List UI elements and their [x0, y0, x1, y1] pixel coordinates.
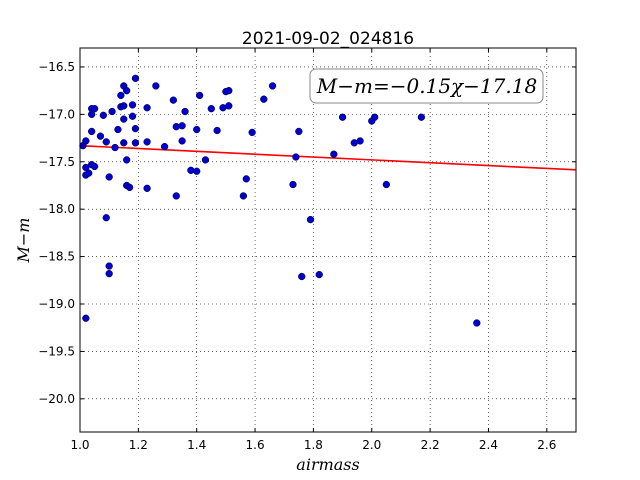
data-point: [289, 180, 297, 189]
data-point: [131, 74, 140, 82]
data-point: [143, 104, 151, 112]
y-tick-label: −17.0: [38, 107, 75, 121]
data-point: [120, 115, 128, 123]
data-point: [268, 82, 277, 90]
legend-box: M−m=−0.15χ−17.18: [309, 68, 544, 104]
data-point: [248, 128, 256, 137]
x-tick-label: 1.2: [129, 438, 148, 452]
data-point: [306, 215, 315, 224]
data-point: [123, 87, 131, 95]
data-point: [298, 272, 306, 281]
data-point: [330, 150, 338, 158]
y-axis-ticks: −16.5 −17.0 −17.5 −18.0 −18.5 −19.0 −19.5 −20.0: [38, 60, 576, 406]
data-point: [102, 214, 110, 222]
data-point: [178, 122, 186, 130]
data-point: [105, 262, 113, 270]
y-axis-label: M−m: [14, 218, 33, 264]
y-tick-label: −19.5: [38, 344, 75, 358]
data-point: [195, 91, 204, 100]
data-point: [225, 87, 233, 95]
data-point: [178, 137, 186, 145]
data-point: [82, 163, 90, 172]
data-point: [225, 102, 233, 110]
data-point: [160, 142, 169, 151]
x-tick-label: 2.2: [421, 438, 440, 452]
y-tick-label: −19.0: [38, 297, 75, 311]
x-axis-label: airmass: [296, 455, 359, 474]
data-point: [99, 111, 107, 119]
data-point: [260, 95, 268, 103]
data-point: [417, 113, 426, 121]
y-tick-label: −17.5: [38, 155, 75, 169]
data-point: [356, 137, 364, 145]
data-point: [117, 91, 125, 100]
data-point: [96, 132, 105, 140]
fit-line: [82, 145, 577, 171]
data-point: [143, 184, 151, 192]
x-axis-ticks: 1.0 1.2 1.4 1.6 1.8 2.0 2.2 2.4 2.6: [70, 48, 556, 452]
data-point: [382, 180, 391, 189]
data-point: [114, 125, 122, 134]
data-point: [371, 113, 379, 121]
data-point: [82, 137, 90, 145]
data-point: [207, 105, 215, 113]
legend-frame: [309, 68, 544, 104]
plot-frame: [79, 47, 577, 433]
x-tick-label: 1.0: [70, 438, 89, 452]
data-point: [193, 125, 201, 134]
data-point: [131, 124, 140, 133]
x-tick-label: 1.4: [187, 438, 206, 452]
data-point: [152, 82, 160, 90]
data-point: [90, 162, 99, 171]
data-point: [315, 270, 323, 279]
data-point: [105, 270, 113, 278]
data-point: [169, 96, 178, 104]
data-point: [292, 153, 300, 161]
data-point: [82, 314, 90, 322]
data-point: [128, 112, 137, 120]
data-point: [102, 138, 110, 146]
data-point: [473, 319, 481, 327]
x-tick-label: 2.6: [537, 438, 556, 452]
fit-equation-label: M−m=−0.15χ−17.18: [316, 74, 537, 98]
data-point: [108, 107, 116, 116]
data-point: [123, 156, 131, 164]
x-tick-label: 2.0: [362, 438, 381, 452]
data-point: [128, 101, 137, 109]
data-point: [111, 143, 119, 152]
data-point: [213, 126, 221, 135]
data-point: [239, 192, 248, 200]
data-point: [143, 138, 151, 146]
data-point: [125, 183, 134, 192]
data-point: [90, 105, 99, 113]
y-tick-label: −16.5: [38, 60, 75, 74]
y-tick-label: −18.0: [38, 202, 75, 216]
data-point: [201, 156, 210, 164]
x-tick-label: 1.8: [304, 438, 323, 452]
x-tick-label: 2.4: [479, 438, 498, 452]
y-tick-label: −20.0: [38, 392, 75, 406]
y-tick-label: −18.5: [38, 250, 75, 264]
data-point: [172, 192, 180, 200]
data-point: [105, 173, 113, 181]
data-point: [120, 102, 128, 110]
data-point: [242, 175, 250, 183]
data-point: [338, 113, 347, 121]
data-point: [85, 169, 93, 177]
data-point: [181, 107, 189, 116]
data-point: [131, 139, 140, 147]
data-point: [295, 127, 303, 136]
data-point: [120, 139, 128, 147]
grid-lines: [79, 48, 576, 432]
data-point: [193, 167, 201, 175]
data-point: [88, 127, 96, 136]
chart-title: 2021-09-02_024816: [242, 29, 414, 49]
x-tick-label: 1.6: [246, 438, 265, 452]
data-points: [79, 74, 481, 327]
